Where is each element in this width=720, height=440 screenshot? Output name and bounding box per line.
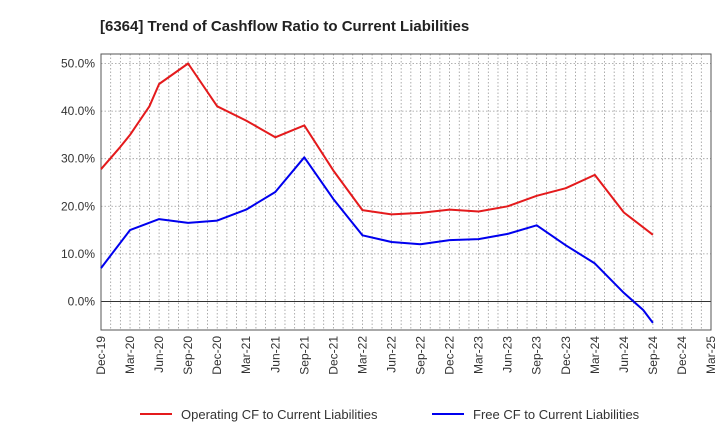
x-tick-label: Mar-25: [704, 336, 718, 374]
y-tick-label: 0.0%: [68, 294, 96, 308]
plot-frame: [100, 53, 712, 331]
y-tick-label: 30.0%: [61, 152, 95, 166]
x-tick-label: Dec-22: [443, 336, 457, 375]
y-tick-label: 10.0%: [61, 247, 95, 261]
x-tick-label: Mar-23: [472, 336, 486, 374]
x-tick-label: Jun-23: [501, 336, 515, 373]
x-tick-label: Dec-21: [326, 336, 340, 375]
legend-label-operating-cf: Operating CF to Current Liabilities: [181, 407, 378, 422]
x-tick-label: Mar-21: [239, 336, 253, 374]
x-tick-label: Dec-23: [559, 336, 573, 375]
y-tick-label: 40.0%: [61, 104, 95, 118]
x-tick-label: Jun-24: [617, 336, 631, 373]
x-tick-label: Dec-19: [94, 336, 108, 375]
plot-background: [101, 54, 711, 330]
x-tick-label: Mar-20: [123, 336, 137, 374]
x-tick-label: Jun-22: [384, 336, 398, 373]
x-tick-label: Sep-22: [414, 336, 428, 375]
x-tick-label: Jun-21: [268, 336, 282, 373]
x-tick-label: Sep-24: [646, 336, 660, 375]
y-tick-label: 20.0%: [61, 199, 95, 213]
x-tick-label: Sep-20: [181, 336, 195, 375]
series-line-free-cf: [100, 156, 654, 324]
x-tick-label: Dec-20: [210, 336, 224, 375]
legend-label-free-cf: Free CF to Current Liabilities: [473, 407, 640, 422]
x-tick-label: Jun-20: [152, 336, 166, 373]
x-tick-label: Dec-24: [675, 336, 689, 375]
x-tick-label: Sep-21: [297, 336, 311, 375]
series-line-operating-cf: [100, 62, 654, 236]
chart-title: [6364] Trend of Cashflow Ratio to Curren…: [100, 18, 469, 35]
x-tick-label: Mar-24: [588, 336, 602, 374]
x-tick-label: Sep-23: [530, 336, 544, 375]
y-tick-label: 50.0%: [61, 57, 95, 71]
plot-area: 0.0% 10.0% 20.0% 30.0% 40.0% 50.0% Dec-19 Mar-2…: [61, 53, 718, 375]
x-tick-label: Mar-22: [355, 336, 369, 374]
legend: Operating CF to Current Liabilities Free…: [140, 407, 640, 422]
